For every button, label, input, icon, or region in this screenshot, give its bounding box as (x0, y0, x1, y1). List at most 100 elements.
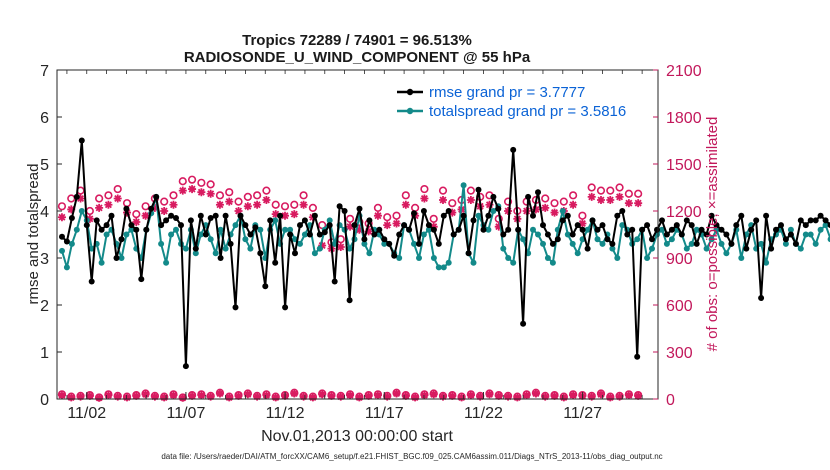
totalspread-point (614, 255, 621, 261)
obs-assimilated-marker (253, 392, 262, 401)
obs-possible-marker (587, 183, 596, 192)
rmse-point (802, 222, 809, 229)
obs-assimilated-marker (355, 393, 364, 402)
rmse-point (763, 212, 770, 219)
rmse-point (693, 240, 700, 247)
obs-assimilated-marker (169, 200, 178, 209)
rmse-point (247, 231, 254, 238)
totalspread-point (257, 226, 264, 233)
obs-assimilated-marker (95, 203, 104, 212)
totalspread-point (435, 264, 442, 271)
obs-assimilated-marker (113, 194, 122, 203)
rmse-point (182, 363, 189, 370)
obs-assimilated-marker (132, 391, 141, 400)
rmse-point (123, 205, 130, 212)
obs-assimilated-marker (485, 200, 494, 209)
rmse-point (361, 236, 368, 243)
obs-assimilated-marker (383, 221, 392, 230)
y-tick-label-left: 7 (40, 63, 49, 80)
obs-assimilated-marker (206, 392, 215, 401)
totalspread-point (63, 264, 70, 271)
obs-assimilated-marker (485, 390, 494, 399)
obs-assimilated-marker (364, 391, 373, 400)
obs-assimilated-marker (150, 203, 159, 212)
obs-assimilated-marker (346, 391, 355, 400)
rmse-point (540, 222, 546, 229)
obs-possible-marker (141, 202, 150, 211)
totalspread-point (396, 255, 403, 261)
obs-assimilated-marker (429, 222, 438, 231)
totalspread-point (549, 259, 556, 266)
obs-possible-marker (95, 194, 104, 203)
rmse-point (733, 222, 740, 229)
rmse-point (619, 208, 626, 214)
totalspread-point (609, 245, 616, 252)
totalspread-point (326, 217, 333, 224)
rmse-point (396, 231, 403, 238)
rmse-point (614, 212, 621, 219)
rmse-point (470, 217, 477, 224)
obs-assimilated-marker (150, 392, 159, 401)
obs-assimilated-marker (299, 392, 308, 401)
rmse-point (252, 224, 259, 231)
rmse-point (554, 236, 561, 243)
rmse-point (797, 217, 804, 224)
rmse-point (753, 217, 760, 224)
rmse-point (68, 215, 75, 221)
y-tick-label-right: 300 (666, 345, 693, 362)
rmse-point (718, 226, 725, 233)
obs-assimilated-marker (634, 391, 643, 400)
y-tick-label-right: 1500 (666, 157, 702, 174)
obs-assimilated-marker (531, 389, 540, 398)
rmse-point (197, 212, 204, 219)
rmse-point (544, 231, 551, 238)
rmse-point (237, 212, 244, 219)
obs-assimilated-marker (327, 391, 336, 400)
obs-assimilated-marker (318, 241, 327, 250)
totalspread-point (470, 259, 477, 266)
totalspread-point (163, 259, 170, 266)
rmse-point (778, 222, 784, 229)
y-axis-label-right: # of obs: o=possible; ×=assimilated (704, 117, 721, 352)
obs-assimilated-marker (271, 393, 280, 402)
rmse-point (297, 222, 303, 229)
totalspread-point (217, 226, 224, 233)
rmse-point (807, 217, 814, 224)
totalspread-point (59, 247, 65, 254)
obs-assimilated-marker (271, 210, 280, 219)
rmse-point (649, 236, 655, 243)
obs-assimilated-marker (281, 211, 290, 220)
totalspread-point (668, 236, 675, 243)
rmse-point (703, 231, 710, 238)
obs-assimilated-marker (262, 391, 271, 400)
rmse-series (59, 137, 830, 370)
obs-possible-marker (197, 178, 206, 187)
obs-assimilated-marker (67, 393, 76, 402)
rmse-point (723, 231, 730, 238)
obs-assimilated-marker (457, 393, 466, 402)
y-tick-label-left: 4 (40, 204, 49, 221)
obs-possible-marker (178, 177, 187, 186)
totalspread-point (416, 255, 422, 261)
obs-possible-marker (187, 175, 197, 184)
obs-possible-marker (104, 191, 113, 200)
rmse-point (688, 222, 695, 229)
totalspread-point (128, 226, 135, 233)
obs-assimilated-marker (299, 200, 308, 209)
totalspread-point (693, 226, 700, 233)
totalspread-point (817, 226, 824, 233)
rmse-point (153, 193, 160, 200)
rmse-point (192, 245, 199, 252)
rmse-point (73, 193, 80, 200)
totalspread-point (301, 231, 308, 238)
y-axis-label-left: rmse and totalspread (25, 164, 42, 305)
rmse-point (83, 222, 90, 229)
obs-assimilated-marker (76, 194, 85, 203)
rmse-point (138, 276, 145, 283)
rmse-point (659, 217, 665, 224)
obs-assimilated-marker (448, 208, 457, 217)
obs-assimilated-marker (392, 389, 401, 398)
totalspread-point (564, 231, 571, 238)
rmse-point (292, 250, 298, 257)
x-tick-label: 11/12 (266, 405, 305, 422)
